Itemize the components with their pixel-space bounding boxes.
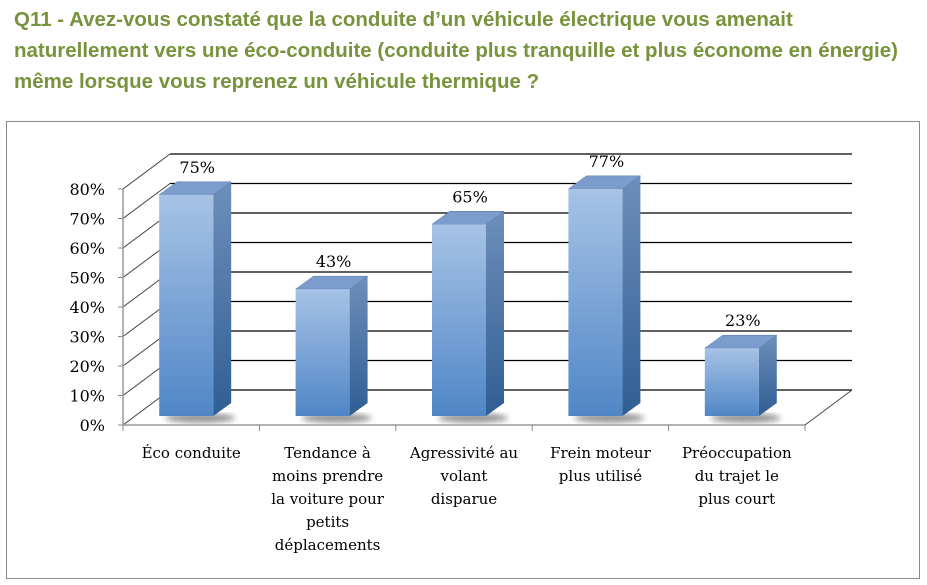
data-label: 23% [725,311,761,330]
category-label: Tendance à [284,444,371,462]
bar [704,348,759,416]
category-label: Agressivité au [409,444,519,462]
category-label: moins prendre [272,467,383,485]
y-tick-label: 60% [69,239,105,258]
bar [568,188,623,416]
bar-side [622,175,641,416]
category-label: plus utilisé [559,467,642,485]
category-label: la voiture pour [271,490,385,508]
category-label: déplacements [275,536,381,554]
y-tick-label: 50% [69,269,105,288]
y-tick-label: 0% [80,416,105,435]
side-gridline [122,183,171,219]
category-label: plus court [698,490,775,508]
chart-title: Q11 - Avez-vous constaté que la conduite… [14,8,898,93]
category-label: disparue [431,490,497,508]
bar-side [486,211,504,416]
side-gridline [122,153,171,190]
bar [432,224,486,416]
data-label: 65% [452,187,488,206]
y-tick-label: 30% [69,328,105,347]
y-tick-label: 20% [69,357,105,376]
bar-side [213,181,232,416]
bar-side [758,335,777,416]
chart-frame [6,121,920,579]
category-label: Frein moteur [550,444,652,462]
category-label: du trajet le [695,467,779,485]
data-label: 43% [316,252,352,271]
data-label: 75% [179,158,215,177]
category-label: volant [440,467,488,485]
floor-edge [804,389,853,426]
data-label: 77% [589,152,625,171]
y-tick-label: 40% [69,298,105,317]
bar-side [349,276,368,416]
category-label: petits [306,513,349,531]
y-tick-label: 80% [69,180,105,199]
y-tick-label: 10% [69,387,105,406]
category-label: Préoccupation [682,444,792,462]
category-label: Éco conduite [142,444,241,462]
bar [295,289,350,416]
y-tick-label: 70% [69,210,105,229]
bar [159,194,214,416]
